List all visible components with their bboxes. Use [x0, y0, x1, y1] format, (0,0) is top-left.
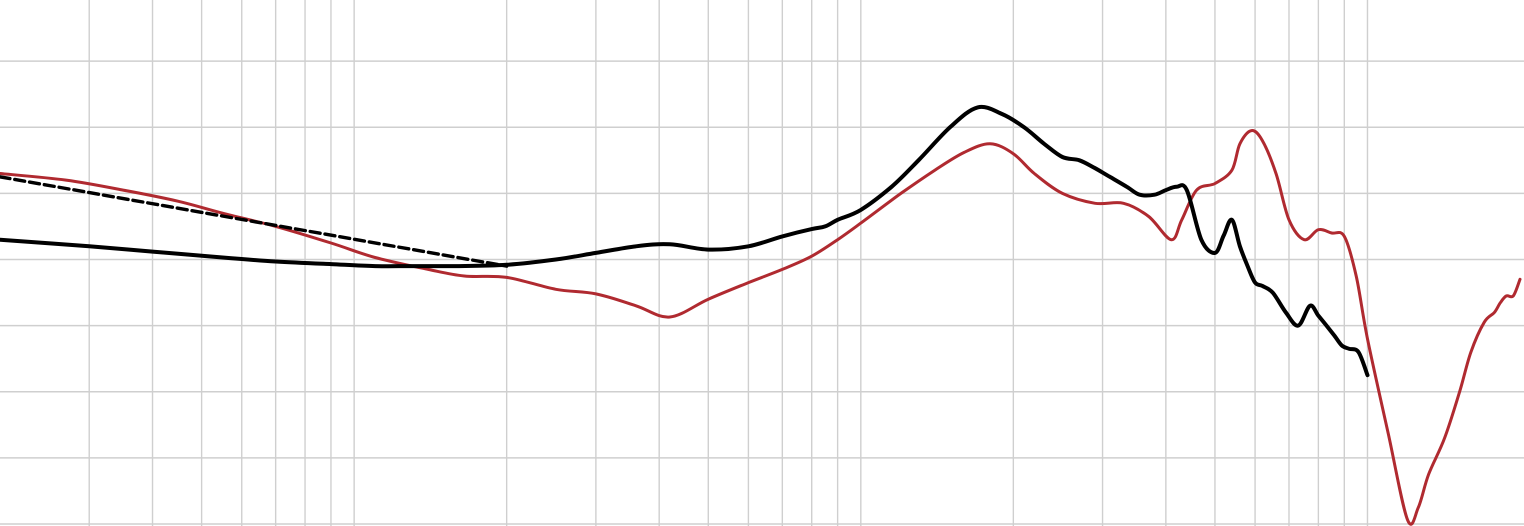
series-line-red	[0, 129, 1522, 526]
series-layer	[0, 104, 1522, 526]
series-line-black	[0, 104, 1370, 378]
series-line-black-dashed	[0, 175, 509, 268]
